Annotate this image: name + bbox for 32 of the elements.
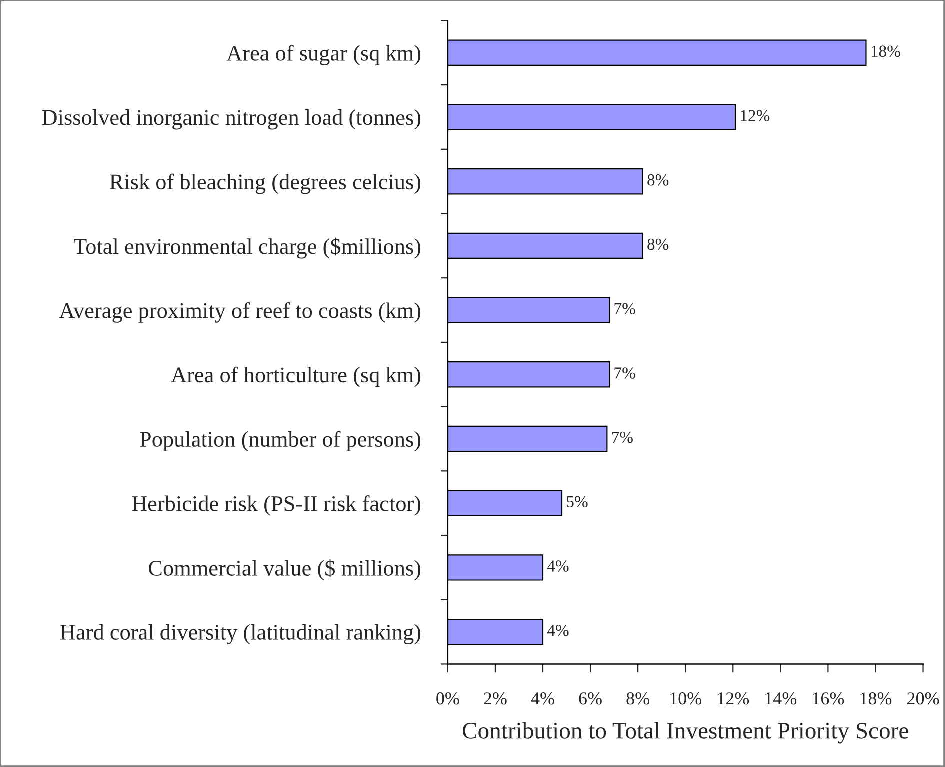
y-tick-label: Herbicide risk (PS-II risk factor) xyxy=(132,496,421,516)
y-tick-label: Total environmental charge ($millions) xyxy=(74,238,421,259)
x-tick-label: 16% xyxy=(813,692,844,705)
y-tick-label: Risk of bleaching (degrees celcius) xyxy=(110,174,421,194)
y-tick-label: Commercial value ($ millions) xyxy=(149,560,421,580)
x-tick-label: 4% xyxy=(531,692,554,705)
x-axis-title: Contribution to Total Investment Priority Score xyxy=(463,722,908,744)
x-tick-label: 0% xyxy=(436,692,460,705)
data-label: 4% xyxy=(547,560,569,572)
x-tick-label: 20% xyxy=(908,692,940,705)
data-label: 12% xyxy=(741,110,770,122)
data-label: 5% xyxy=(567,496,588,508)
data-label: 8% xyxy=(648,238,669,250)
x-tick-label: 12% xyxy=(718,692,750,705)
data-label: 4% xyxy=(547,624,569,636)
y-tick-label: Area of horticulture (sq km) xyxy=(171,366,421,388)
x-tick-label: 10% xyxy=(670,692,702,705)
y-tick-label: Population (number of persons) xyxy=(140,431,421,452)
data-label: 7% xyxy=(614,368,636,379)
x-tick-label: 18% xyxy=(860,692,892,705)
data-label: 7% xyxy=(612,432,633,444)
data-label: 7% xyxy=(614,303,636,315)
y-tick-label: Hard coral diversity (latitudinal ranking) xyxy=(60,624,421,645)
x-tick-label: 2% xyxy=(484,692,507,705)
data-label: 18% xyxy=(872,46,900,58)
x-tick-label: 8% xyxy=(626,692,650,705)
x-tick-label: 6% xyxy=(579,692,602,705)
y-tick-label: Dissolved inorganic nitrogen load (tonnes) xyxy=(42,110,421,130)
data-label: 8% xyxy=(648,174,669,186)
x-tick-label: 14% xyxy=(766,692,797,705)
y-tick-label: Area of sugar (sq km) xyxy=(226,45,421,66)
y-tick-label: Average proximity of reef to coasts (km) xyxy=(59,302,421,323)
